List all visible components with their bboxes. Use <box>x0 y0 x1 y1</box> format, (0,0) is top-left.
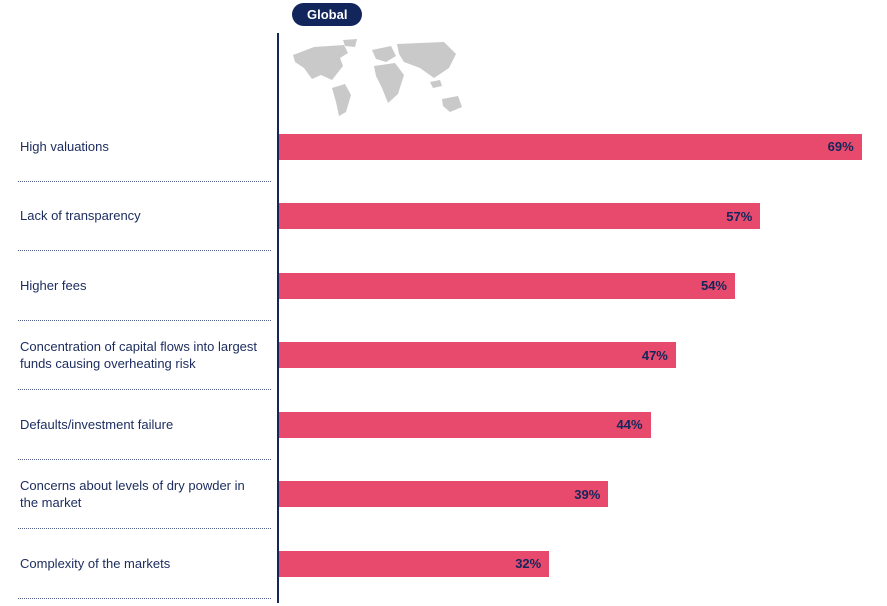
global-badge: Global <box>292 3 363 26</box>
world-map-icon <box>293 39 462 116</box>
row-separator <box>18 597 271 599</box>
chart-row: Defaults/investment failure 44% <box>0 390 887 460</box>
value-label: 57% <box>726 208 753 224</box>
row-separator <box>18 180 271 182</box>
bar: 47% <box>279 342 676 369</box>
chart-row: Concerns about levels of dry powder in t… <box>0 460 887 529</box>
category-label: Higher fees <box>20 277 87 293</box>
bar-track: 44% <box>279 411 887 438</box>
row-separator <box>18 528 271 529</box>
row-separator <box>18 389 271 390</box>
category-label: Complexity of the markets <box>20 555 171 571</box>
value-label: 39% <box>574 486 601 502</box>
bar: 32% <box>279 550 550 577</box>
category-label: Lack of transparency <box>20 208 141 224</box>
bar-track: 39% <box>279 481 887 508</box>
bar-track: 54% <box>279 272 887 299</box>
bar-track: 47% <box>279 342 887 369</box>
chart-row: Higher fees 54% <box>0 251 887 321</box>
chart-axis-line <box>277 33 279 603</box>
value-label: 32% <box>515 556 542 572</box>
value-label: 54% <box>700 278 727 294</box>
chart-row: Concentration of capital flows into larg… <box>0 321 887 390</box>
bar-track: 69% <box>279 133 887 160</box>
bar-track: 32% <box>279 550 887 577</box>
bar: 44% <box>279 411 651 438</box>
chart-row: Complexity of the markets 32% <box>0 529 887 599</box>
category-label: Concerns about levels of dry powder in t… <box>20 477 245 511</box>
value-label: 47% <box>641 347 668 363</box>
chart-row: Lack of transparency 57% <box>0 182 887 251</box>
row-separator <box>18 319 271 321</box>
bar: 54% <box>279 272 735 299</box>
row-separator <box>18 250 271 251</box>
category-label: Defaults/investment failure <box>20 416 174 432</box>
bar: 69% <box>279 133 862 160</box>
bar-chart: High valuations 69% Lack of transparency… <box>0 112 887 599</box>
value-label: 69% <box>827 139 854 155</box>
chart-row: High valuations 69% <box>0 112 887 182</box>
value-label: 44% <box>616 417 643 433</box>
category-label: Concentration of capital flows into larg… <box>20 338 258 372</box>
row-separator <box>18 458 271 460</box>
bar: 39% <box>279 481 609 508</box>
bar: 57% <box>279 203 761 230</box>
category-label: High valuations <box>20 138 109 154</box>
bar-track: 57% <box>279 203 887 230</box>
